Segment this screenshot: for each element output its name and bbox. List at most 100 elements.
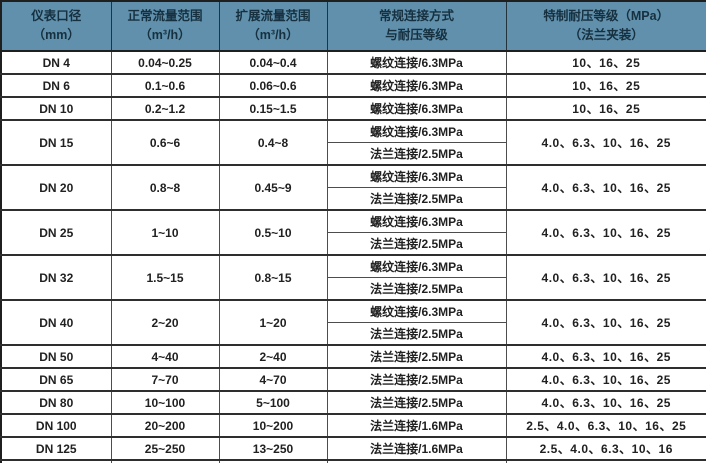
extended-flow-cell: 13~250 — [218, 436, 328, 461]
connection-cell: 螺纹连接/6.3MPa — [326, 96, 507, 121]
special-pressure-cell: 4.0、6.3、10、16、25 — [505, 254, 706, 301]
normal-flow-cell: 0.6~6 — [110, 119, 220, 166]
header-diameter-unit: （mm） — [32, 28, 80, 42]
dn-cell: DN 32 — [0, 254, 112, 301]
special-pressure-cell: 4.0、6.3、10、16、25 — [505, 299, 706, 346]
table-body: DN 4 0.04~0.25 0.04~0.4 螺纹连接/6.3MPa 10、16、25… — [0, 50, 706, 463]
connection-cell: 法兰连接/2.5MPa — [326, 232, 507, 256]
dn-cell: DN 50 — [0, 344, 112, 369]
connection-cell: 螺纹连接/6.3MPa — [326, 73, 507, 98]
header-connection-title: 常规连接方式 — [378, 8, 454, 23]
header-normal-flow-unit: （m³/h） — [139, 28, 191, 42]
extended-flow-cell: 0.8~15 — [218, 254, 328, 301]
normal-flow-cell: 0.8~8 — [110, 164, 220, 211]
connection-cell: 法兰连接/2.5MPa — [326, 390, 507, 415]
normal-flow-cell: 0.1~0.6 — [110, 73, 220, 98]
normal-flow-cell: 2~20 — [110, 299, 220, 346]
connection-cell: 法兰连接/1.6MPa — [326, 436, 507, 461]
connection-cell: 法兰连接/1.6MPa — [326, 413, 507, 438]
header-diameter-title: 仪表口径 — [31, 8, 82, 23]
table-row: DN 25 1~10 0.5~10 螺纹连接/6.3MPa 4.0、6.3、10、16、… — [0, 209, 706, 256]
normal-flow-cell: 0.04~0.25 — [110, 50, 220, 75]
special-pressure-cell: 4.0、6.3、10、16、25 — [505, 164, 706, 211]
header-connection-subtitle: 与耐压等级 — [385, 28, 448, 42]
table-subrow: 法兰连接/2.5MPa — [1, 322, 706, 346]
extended-flow-cell: 0.5~10 — [218, 209, 328, 256]
extended-flow-cell: 1~20 — [218, 299, 328, 346]
table-subrow: 法兰连接/2.5MPa — [1, 187, 706, 211]
connection-cell: 螺纹连接/6.3MPa — [326, 164, 507, 188]
dn-cell: DN 100 — [0, 413, 112, 438]
normal-flow-cell: 1~10 — [110, 209, 220, 256]
connection-cell: 螺纹连接/6.3MPa — [326, 119, 507, 143]
dn-cell: DN 25 — [0, 209, 112, 256]
table-row: DN 20 0.8~8 0.45~9 螺纹连接/6.3MPa 4.0、6.3、10、16… — [0, 164, 706, 211]
normal-flow-cell: 7~70 — [110, 367, 220, 392]
dn-cell: DN 6 — [0, 73, 112, 98]
extended-flow-cell: 0.4~8 — [218, 119, 328, 166]
normal-flow-cell: 4~40 — [110, 344, 220, 369]
special-pressure-cell: 4.0、6.3、10、16、25 — [505, 344, 706, 369]
table-subrow: 法兰连接/2.5MPa — [1, 142, 706, 166]
extended-flow-cell: 10~200 — [218, 413, 328, 438]
normal-flow-cell: 1.5~15 — [110, 254, 220, 301]
extended-flow-cell: 0.45~9 — [218, 164, 328, 211]
connection-cell: 螺纹连接/6.3MPa — [326, 50, 507, 75]
special-pressure-cell: 10、16、25 — [505, 96, 706, 121]
connection-cell: 法兰连接/2.5MPa — [326, 322, 507, 346]
dn-cell: DN 40 — [0, 299, 112, 346]
special-pressure-cell: 10、16、25 — [505, 50, 706, 75]
dn-cell: DN 125 — [0, 436, 112, 461]
table-row: DN 80 10~100 5~100 法兰连接/2.5MPa 4.0、6.3、10、16… — [0, 390, 706, 415]
connection-cell: 法兰连接/2.5MPa — [326, 367, 507, 392]
special-pressure-cell: 4.0、6.3、10、16、25 — [505, 119, 706, 166]
table-row: DN 10 0.2~1.2 0.15~1.5 螺纹连接/6.3MPa 10、16、25 — [0, 96, 706, 121]
extended-flow-cell: 5~100 — [218, 390, 328, 415]
header-extended-flow-title: 扩展流量范围 — [235, 8, 311, 23]
connection-cell: 螺纹连接/6.3MPa — [326, 209, 507, 233]
header-special-pressure-title: 特制耐压等级（MPa） — [543, 8, 670, 23]
header-extended-flow-unit: （m³/h） — [247, 28, 299, 42]
dn-cell: DN 80 — [0, 390, 112, 415]
table-row: DN 6 0.1~0.6 0.06~0.6 螺纹连接/6.3MPa 10、16、25 — [0, 73, 706, 98]
special-pressure-cell: 4.0、6.3、10、16、25 — [505, 209, 706, 256]
header-cell-extended-flow: 扩展流量范围 （m³/h） — [218, 0, 328, 52]
header-row: 仪表口径 （mm） 正常流量范围 （m³/h） 扩展流量范围 （m³/h） 常规… — [0, 0, 706, 52]
connection-cell: 法兰连接/2.5MPa — [326, 187, 507, 211]
table-row: DN 50 4~40 2~40 法兰连接/2.5MPa 4.0、6.3、10、16、25 — [0, 344, 706, 369]
extended-flow-cell: 0.06~0.6 — [218, 73, 328, 98]
special-pressure-cell: 4.0、6.3、10、16、25 — [505, 390, 706, 415]
special-pressure-cell: 2.5、4.0、6.3、10、16 — [505, 436, 706, 461]
table-row: DN 125 25~250 13~250 法兰连接/1.6MPa 2.5、4.0、6.3… — [0, 436, 706, 461]
normal-flow-cell: 20~200 — [110, 413, 220, 438]
connection-cell: 法兰连接/2.5MPa — [326, 142, 507, 166]
table-row: DN 15 0.6~6 0.4~8 螺纹连接/6.3MPa 4.0、6.3、10、16、… — [0, 119, 706, 166]
header-cell-special-pressure: 特制耐压等级（MPa） （法兰夹装） — [505, 0, 706, 52]
header-cell-connection: 常规连接方式 与耐压等级 — [326, 0, 507, 52]
header-special-pressure-subtitle: （法兰夹装） — [568, 28, 644, 42]
extended-flow-cell: 0.04~0.4 — [218, 50, 328, 75]
table-row: DN 65 7~70 4~70 法兰连接/2.5MPa 4.0、6.3、10、16、25 — [0, 367, 706, 392]
special-pressure-cell: 10、16、25 — [505, 73, 706, 98]
dn-cell: DN 15 — [0, 119, 112, 166]
header-cell-normal-flow: 正常流量范围 （m³/h） — [110, 0, 220, 52]
dn-cell: DN 10 — [0, 96, 112, 121]
normal-flow-cell: 25~250 — [110, 436, 220, 461]
extended-flow-cell: 2~40 — [218, 344, 328, 369]
dn-cell: DN 65 — [0, 367, 112, 392]
table-row: DN 4 0.04~0.25 0.04~0.4 螺纹连接/6.3MPa 10、16、25 — [0, 50, 706, 75]
dn-cell: DN 20 — [0, 164, 112, 211]
connection-cell: 法兰连接/2.5MPa — [326, 344, 507, 369]
connection-cell: 螺纹连接/6.3MPa — [326, 254, 507, 278]
extended-flow-cell: 4~70 — [218, 367, 328, 392]
table-row: DN 32 1.5~15 0.8~15 螺纹连接/6.3MPa 4.0、6.3、10、1… — [0, 254, 706, 301]
table-header: 仪表口径 （mm） 正常流量范围 （m³/h） 扩展流量范围 （m³/h） 常规… — [0, 0, 706, 52]
normal-flow-cell: 10~100 — [110, 390, 220, 415]
special-pressure-cell: 2.5、4.0、6.3、10、16、25 — [505, 413, 706, 438]
normal-flow-cell: 0.2~1.2 — [110, 96, 220, 121]
special-pressure-cell: 2.5、4.0、6.3、10、16 — [505, 459, 706, 463]
header-normal-flow-title: 正常流量范围 — [127, 8, 203, 23]
table-row: DN 15030~30015~300法兰连接/1.6MPa2.5、4.0、6.3… — [0, 459, 706, 463]
